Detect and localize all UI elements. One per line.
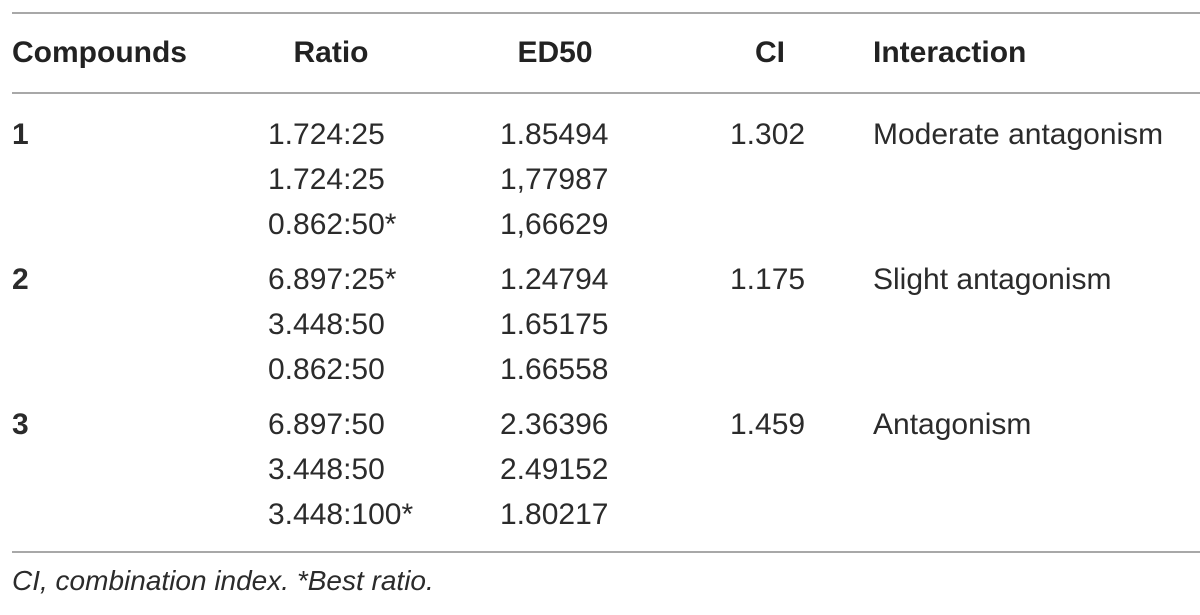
ratio: 3.448:50 <box>268 453 385 486</box>
bottom-rule <box>12 551 1200 553</box>
ratio: 1.724:25 <box>268 118 385 151</box>
ratio: 3.448:50 <box>268 308 385 341</box>
ratio: 1.724:25 <box>268 163 385 196</box>
header-cell: Interaction <box>873 36 1027 69</box>
ratio: 0.862:50* <box>268 208 397 241</box>
ratio: 0.862:50 <box>268 353 385 386</box>
interaction: Slight antagonism <box>873 263 1112 296</box>
ed50: 1,77987 <box>500 163 609 196</box>
ed50: 1.66558 <box>500 353 609 386</box>
ci: 1.175 <box>730 263 806 296</box>
header-cell: Ratio <box>293 36 369 69</box>
header-cell: ED50 <box>517 36 593 69</box>
interaction: Moderate antagonism <box>873 118 1164 151</box>
header-rule <box>12 92 1200 94</box>
ci: 1.459 <box>730 408 806 441</box>
compound: 3 <box>12 408 29 441</box>
ed50: 1.85494 <box>500 118 609 151</box>
ed50: 2.36396 <box>500 408 609 441</box>
compound: 2 <box>12 263 29 296</box>
compound: 1 <box>12 118 29 151</box>
ed50: 1.80217 <box>500 498 609 531</box>
footnote: CI, combination index. *Best ratio. <box>12 565 434 596</box>
ed50: 1,66629 <box>500 208 609 241</box>
ratio: 6.897:25* <box>268 263 397 296</box>
header-cell: Compounds <box>12 36 187 69</box>
ratio: 6.897:50 <box>268 408 385 441</box>
interaction: Antagonism <box>873 408 1032 441</box>
top-rule <box>12 12 1200 14</box>
header-cell: CI <box>755 36 785 69</box>
ed50: 1.24794 <box>500 263 609 296</box>
ratio: 3.448:100* <box>268 498 414 531</box>
ed50: 2.49152 <box>500 453 609 486</box>
ed50: 1.65175 <box>500 308 609 341</box>
ci: 1.302 <box>730 118 806 151</box>
